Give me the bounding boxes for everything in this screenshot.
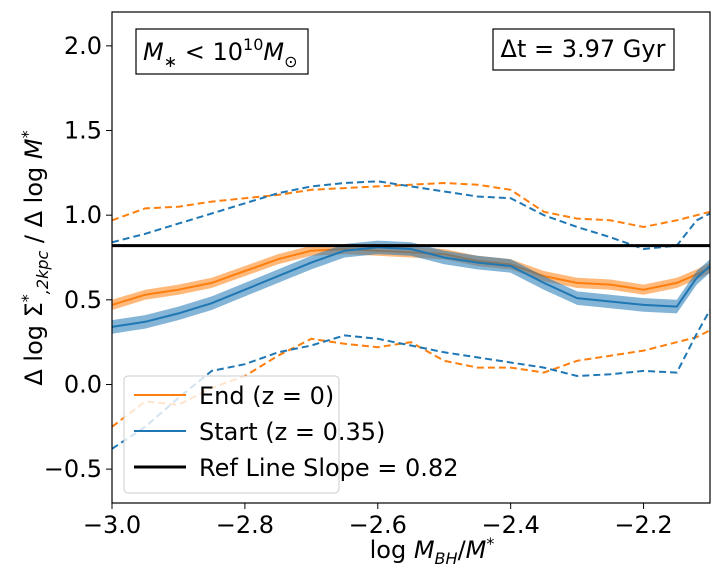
start-median-line xyxy=(112,246,710,328)
x-tick-label: −2.2 xyxy=(614,511,672,539)
x-axis-label: log MBH/M* xyxy=(370,534,495,568)
legend-label-start: Start (z = 0.35) xyxy=(199,418,385,446)
x-tick-label: −2.8 xyxy=(216,511,274,539)
legend-label-ref: Ref Line Slope = 0.82 xyxy=(199,454,458,482)
x-axis-ticks: −3.0 −2.8 −2.6 −2.4 −2.2 xyxy=(83,503,673,539)
x-tick-label: −2.6 xyxy=(349,511,407,539)
y-tick-label: 0.5 xyxy=(64,286,102,314)
start-upper-dashed-line xyxy=(112,180,710,251)
y-axis-label: Δ log Σ*,2kpc / Δ log M* xyxy=(18,130,52,385)
end-upper-dashed-line xyxy=(112,181,710,229)
x-tick-label: −2.4 xyxy=(482,511,540,539)
delta-t-annotation: Δt = 3.97 Gyr xyxy=(492,28,675,71)
legend: End (z = 0) Start (z = 0.35) Ref Line Sl… xyxy=(123,375,458,494)
y-tick-label: −0.5 xyxy=(44,455,102,483)
y-tick-label: 2.0 xyxy=(64,32,102,60)
delta-t-text: Δt = 3.97 Gyr xyxy=(501,35,666,63)
y-axis-ticks: −0.5 0.0 0.5 1.0 1.5 2.0 xyxy=(44,32,112,483)
series-layer xyxy=(112,180,710,450)
y-tick-label: 1.5 xyxy=(64,117,102,145)
y-tick-label: 0.0 xyxy=(64,370,102,398)
end-confidence-band xyxy=(112,244,710,310)
end-lower-dashed-line xyxy=(112,329,710,428)
legend-label-end: End (z = 0) xyxy=(199,382,334,410)
svg-text:M∗ < 1010M⊙: M∗ < 1010M⊙ xyxy=(143,35,298,71)
x-tick-label: −3.0 xyxy=(83,511,141,539)
start-lower-dashed-line xyxy=(112,309,710,450)
mass-cut-annotation: M∗ < 1010M⊙ xyxy=(135,28,309,75)
y-tick-label: 1.0 xyxy=(64,201,102,229)
plot-frame xyxy=(111,11,711,504)
